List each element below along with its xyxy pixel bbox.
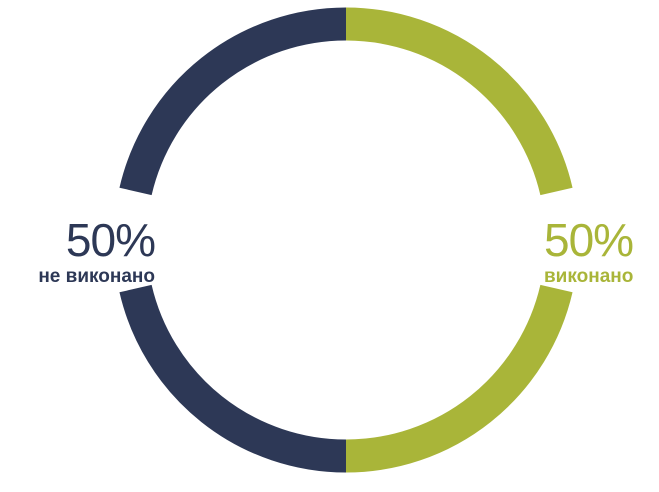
slice-value-done: 50%	[544, 214, 634, 266]
donut-slice-done-lower	[345, 284, 573, 473]
donut-slice-not-done-upper	[119, 7, 347, 196]
donut-slice-not-done-lower	[119, 284, 347, 473]
donut-ring	[119, 7, 573, 473]
slice-caption-done: виконано	[544, 266, 634, 287]
donut-slice-done-upper	[345, 7, 573, 196]
slice-caption-not-done: не виконано	[38, 266, 155, 287]
slice-label-done: 50% виконано	[544, 214, 634, 288]
slice-label-not-done: 50% не виконано	[38, 214, 156, 288]
slice-value-not-done: 50%	[65, 214, 156, 266]
